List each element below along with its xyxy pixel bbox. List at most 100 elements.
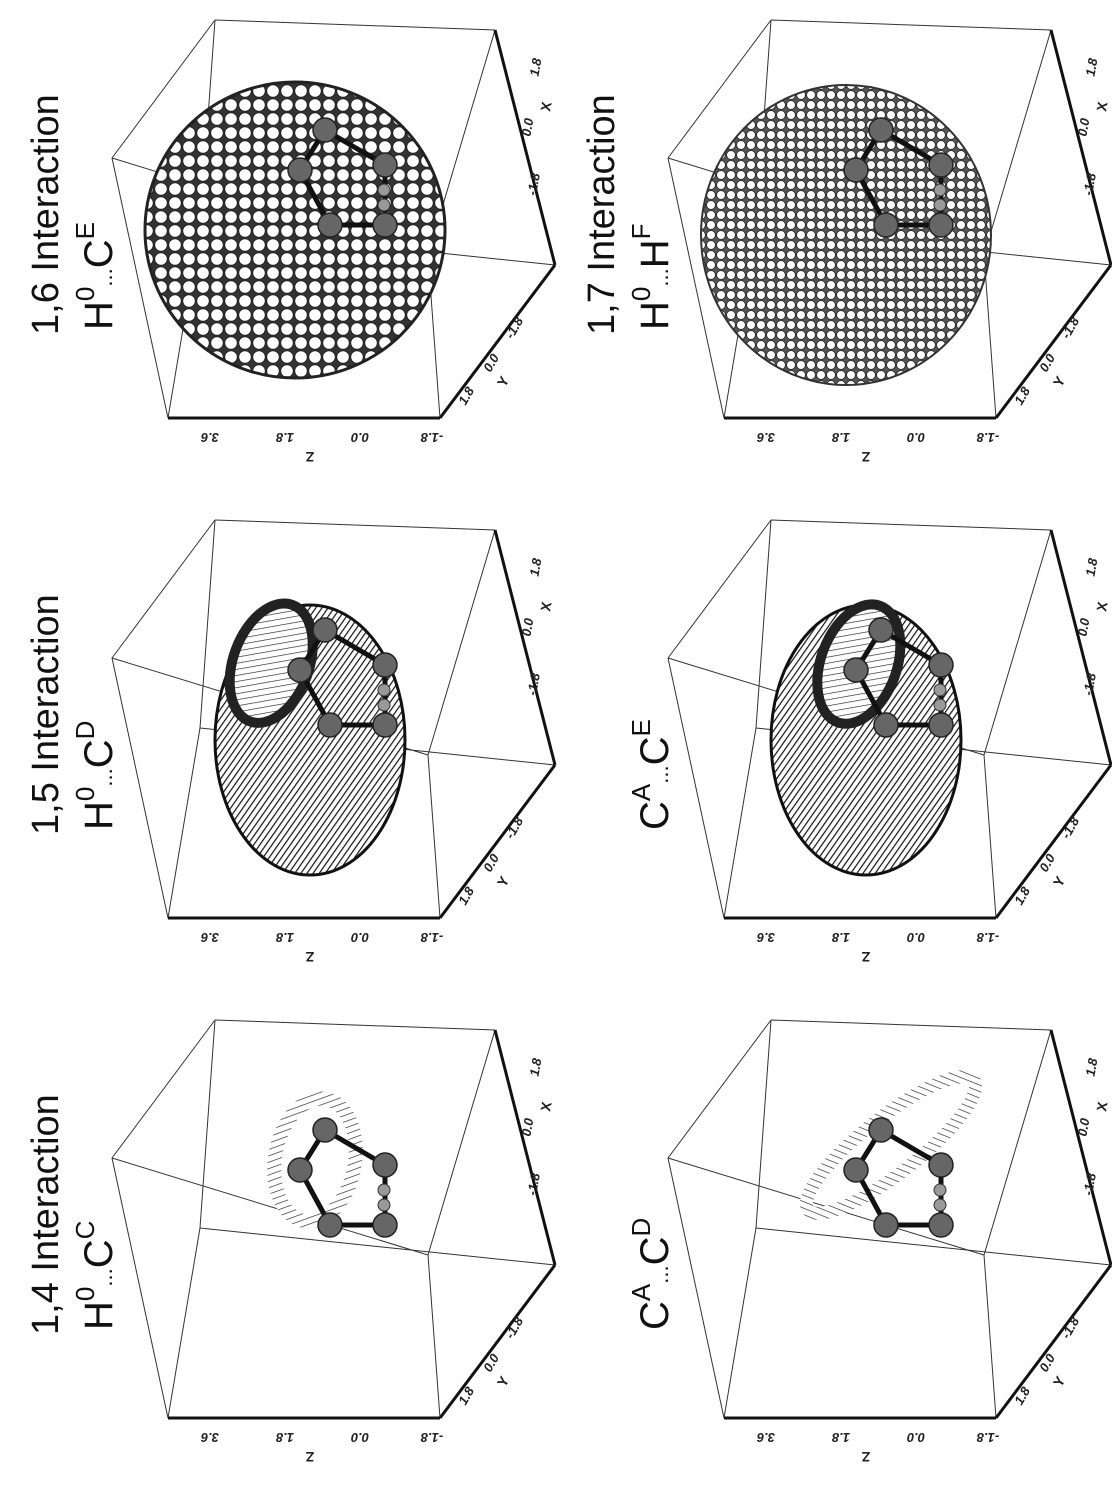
axis-line: [495, 1030, 555, 1265]
atom: [869, 618, 893, 642]
atom: [844, 1158, 868, 1182]
superscript: 0: [70, 1287, 100, 1301]
atom: [313, 1118, 337, 1142]
panel-title: 1,7 Interaction: [581, 94, 623, 335]
z-axis-label: Z: [861, 1449, 870, 1465]
atom: [318, 213, 342, 237]
superscript: D: [626, 1218, 656, 1237]
atom: [373, 153, 397, 177]
x-tick-label: 1.8: [1083, 56, 1101, 77]
dots: ...: [648, 268, 673, 286]
atom: H: [77, 1301, 121, 1330]
cube-edge: [668, 1020, 771, 1158]
atom: [929, 213, 953, 237]
z-tick-label: 1.8: [831, 1430, 850, 1445]
x-tick-label: 0.0: [519, 616, 537, 637]
cube-edge: [984, 1255, 996, 1418]
hydrogen: [934, 684, 946, 696]
hydrogen: [934, 699, 946, 711]
conformer-torus: [791, 1058, 991, 1231]
y-tick-label: 1.8: [455, 384, 477, 408]
z-tick-label: 3.6: [200, 430, 219, 445]
y-tick-label: 0.0: [480, 851, 502, 875]
cube-edge: [984, 1030, 1051, 1255]
cube-edge: [112, 1158, 168, 1418]
cube-edge: [771, 20, 1051, 30]
z-tick-label: 1.8: [831, 430, 850, 445]
cube-edge: [984, 30, 1051, 255]
atom: H: [633, 239, 677, 268]
atom: [844, 658, 868, 682]
z-tick-label: -1.8: [976, 930, 999, 945]
z-tick-label: 0.0: [350, 430, 369, 445]
z-tick-label: 0.0: [906, 1430, 925, 1445]
atom: [313, 118, 337, 142]
y-tick-label: 0.0: [480, 1351, 502, 1375]
hydrogen: [934, 199, 946, 211]
atom: [373, 213, 397, 237]
x-axis-label: X: [537, 100, 554, 113]
x-tick-label: 1.8: [1083, 556, 1101, 577]
cube-edge: [984, 755, 996, 918]
y-tick-label: 1.8: [455, 1384, 477, 1408]
x-tick-label: 0.0: [519, 116, 537, 137]
superscript: A: [626, 783, 656, 801]
atom: C: [633, 1301, 677, 1330]
cube-edge: [984, 530, 1051, 755]
atom: C: [633, 737, 677, 766]
y-axis-label: Y: [1050, 1373, 1069, 1390]
z-tick-label: 3.6: [200, 930, 219, 945]
x-tick-label: 1.8: [1083, 1056, 1101, 1077]
hydrogen: [378, 1184, 390, 1196]
dots: ...: [92, 268, 117, 286]
hydrogen: [378, 199, 390, 211]
cube-edge: [724, 728, 756, 918]
z-axis-label: Z: [305, 449, 314, 465]
atom: [929, 653, 953, 677]
x-tick-label: -1.8: [1080, 1171, 1099, 1196]
y-tick-label: 0.0: [1036, 351, 1058, 375]
atom: [869, 1118, 893, 1142]
z-tick-label: 3.6: [756, 930, 775, 945]
interaction-label: CA...CD: [626, 1218, 677, 1330]
y-tick-label: 0.0: [1036, 851, 1058, 875]
x-tick-label: -1.8: [1080, 671, 1099, 696]
atom: C: [77, 739, 121, 768]
interaction-label: H0...CC: [70, 1221, 121, 1330]
interaction-label: H0...CD: [70, 721, 121, 830]
atom: C: [77, 1239, 121, 1268]
z-tick-label: -1.8: [976, 1430, 999, 1445]
panel: 1,5 InteractionH0...CD3.61.80.0-1.8Z1.80…: [25, 520, 555, 965]
y-tick-label: 1.8: [1011, 384, 1033, 408]
superscript: E: [70, 222, 100, 239]
cube-edge: [112, 520, 215, 658]
x-tick-label: -1.8: [1080, 171, 1099, 196]
atom: [313, 618, 337, 642]
atom: [844, 158, 868, 182]
atom: C: [77, 239, 121, 268]
cube-edge: [168, 1228, 200, 1418]
atom: H: [77, 301, 121, 330]
atom: H: [77, 801, 121, 830]
atom: [373, 1153, 397, 1177]
z-axis-label: Z: [861, 449, 870, 465]
z-tick-label: 0.0: [906, 430, 925, 445]
y-tick-label: 1.8: [1011, 884, 1033, 908]
superscript: 0: [70, 787, 100, 801]
axis-line: [1051, 30, 1111, 265]
x-axis-label: X: [1093, 100, 1110, 113]
z-tick-label: 3.6: [756, 1430, 775, 1445]
cube-edge: [668, 520, 771, 658]
cube-edge: [428, 1030, 495, 1255]
y-tick-label: 0.0: [1036, 1351, 1058, 1375]
cube-edge: [724, 1228, 756, 1418]
cube-edge: [756, 1020, 771, 1228]
hydrogen: [378, 699, 390, 711]
hydrogen: [378, 684, 390, 696]
cube-edge: [112, 658, 168, 918]
x-tick-label: 0.0: [1075, 616, 1093, 637]
x-tick-label: 1.8: [527, 56, 545, 77]
atom: [288, 158, 312, 182]
cube-edge: [215, 520, 495, 530]
